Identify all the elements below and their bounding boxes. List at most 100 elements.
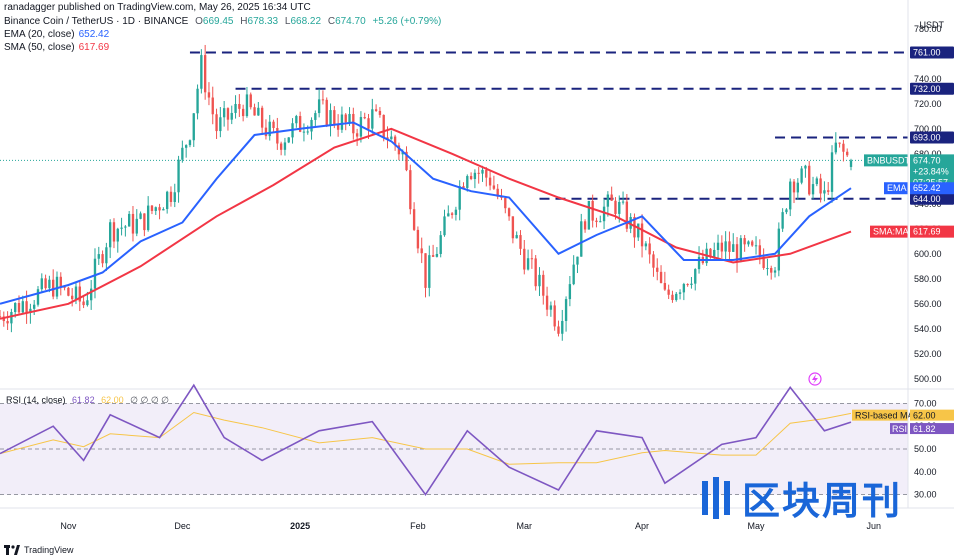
candle-body [93, 258, 97, 289]
candle-body [591, 200, 594, 221]
candle-body [55, 276, 59, 297]
candle-body [238, 104, 241, 109]
candle-body [336, 124, 340, 130]
ema-legend[interactable]: EMA (20, close) 652.42 [4, 29, 110, 40]
candle-body [135, 218, 138, 234]
candle-body [447, 213, 450, 217]
rsi-tag-bg [890, 423, 908, 435]
symbol-title[interactable]: Binance Coin / TetherUS · 1D · BINANCE [4, 16, 189, 27]
candle-body [504, 197, 507, 209]
price-axis-tags: 761.00732.00693.00644.00674.70+23.84%07:… [808, 46, 954, 386]
candle-body [272, 121, 275, 129]
candle-body [568, 284, 572, 300]
lightning-icon-ring [808, 372, 822, 386]
tradingview-brand[interactable]: TradingView [4, 545, 74, 555]
price-tick-label: 740.00 [914, 74, 942, 84]
price-tick-label: 680.00 [914, 149, 942, 159]
candle-body [21, 301, 24, 313]
candle-body [481, 169, 484, 174]
candle-body [739, 238, 743, 262]
candle-body [120, 227, 123, 229]
candle-body [112, 222, 116, 242]
candle-body [602, 206, 606, 222]
candle-body [830, 152, 834, 192]
candle-body [785, 209, 788, 213]
candle-body [732, 244, 735, 252]
candle-body [279, 143, 283, 150]
candle-body [101, 254, 104, 264]
candle-body [374, 109, 378, 111]
tag-693-text: 693.00 [913, 133, 941, 143]
candle-body [811, 184, 815, 195]
currency-label[interactable]: USDT [919, 20, 945, 30]
publisher-line: ranadagger published on TradingView.com,… [4, 2, 311, 13]
candle-body [519, 235, 522, 249]
candle-body [754, 245, 758, 247]
candle-body [310, 119, 313, 132]
candle-body [158, 207, 161, 211]
candle-body [838, 142, 841, 144]
candle-body [105, 247, 108, 264]
candle-body [363, 117, 366, 119]
candle-body [439, 235, 442, 254]
time-tick-label: 2025 [290, 521, 310, 531]
candle-body [580, 221, 583, 257]
candle-body [48, 279, 51, 289]
last-price-text-1: +23.84% [913, 166, 949, 176]
candle-body [302, 131, 306, 133]
candle-body [245, 94, 249, 117]
candle-body [458, 186, 461, 210]
candle-body [329, 110, 332, 126]
candle-body [393, 136, 397, 146]
candle-body [667, 289, 670, 295]
rsi-ma-value-bg [910, 409, 954, 421]
rsi-ma-value-text: 62.00 [913, 411, 936, 421]
candle-body [283, 142, 287, 150]
candle-body [428, 255, 431, 288]
candle-body [431, 255, 435, 257]
candle-body [625, 201, 629, 229]
candle-body [549, 305, 553, 310]
candle-body [724, 241, 727, 252]
candle-body [587, 200, 591, 230]
candle-body [14, 302, 17, 313]
candle-body [450, 213, 454, 215]
candle-body [241, 108, 245, 117]
tag-732-bg [910, 82, 954, 95]
rsi-value-bg [910, 423, 954, 435]
candle-body [314, 113, 317, 120]
candle-body [640, 223, 644, 247]
rsi-tag-text: RSI [892, 424, 907, 434]
candle-body [25, 301, 28, 313]
sma-price-text: 617.69 [913, 227, 941, 237]
lightning-icon [808, 372, 822, 386]
ema-tag-label-bg [884, 182, 908, 195]
price-tick-label: 600.00 [914, 249, 942, 259]
candle-body [553, 305, 556, 327]
candle-body [165, 191, 169, 210]
candle-body [572, 264, 575, 285]
rsi-line [0, 383, 852, 497]
candle-body [781, 212, 784, 229]
sma-tag-label: SMA:MA [873, 227, 909, 237]
candle-body [268, 121, 271, 137]
candle-body [234, 104, 237, 113]
candle-body [488, 177, 492, 186]
candle-body [477, 172, 480, 174]
watermark-text: 区块周刊 [742, 479, 903, 523]
candle-body [610, 194, 613, 201]
candle-body [507, 208, 511, 217]
candle-body [751, 241, 754, 246]
sma-tag: SMA:MA 617.69 [870, 225, 954, 238]
sma-legend[interactable]: SMA (50, close) 617.69 [4, 42, 110, 53]
candle-body [249, 94, 252, 108]
candle-body [747, 241, 750, 245]
candle-body [74, 286, 78, 300]
candle-body [545, 295, 549, 310]
rsi-legend[interactable]: RSI (14, close) 61.82 62.00 ∅ ∅ ∅ ∅ [6, 395, 170, 405]
candle-body [523, 248, 526, 270]
tag-732: 732.00 [910, 82, 954, 95]
candle-body [390, 136, 393, 140]
